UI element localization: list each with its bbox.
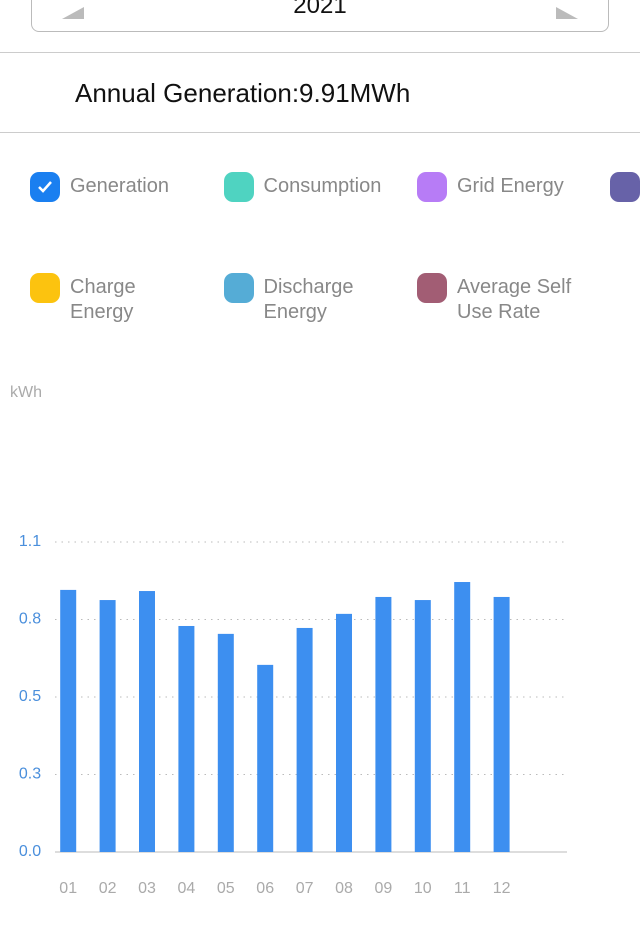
legend-label: Charge Energy xyxy=(70,276,136,323)
legend-icon[interactable] xyxy=(610,172,640,202)
legend-item[interactable]: Grid Energy xyxy=(417,172,587,202)
check xyxy=(38,181,52,193)
y-tick-label: 0.5 xyxy=(19,688,41,705)
legend-icon xyxy=(30,172,60,202)
divider xyxy=(0,52,640,53)
legend-label: Consumption xyxy=(263,175,382,197)
bar xyxy=(60,589,77,852)
bar xyxy=(493,596,510,852)
legend-icon xyxy=(223,273,254,303)
legend-item[interactable]: Charge Energy xyxy=(30,273,200,325)
y-tick-label: 0.3 xyxy=(19,766,41,783)
year: 2021 xyxy=(293,0,347,19)
bar xyxy=(139,591,155,852)
bar xyxy=(257,664,274,852)
x-tick-label: 09 xyxy=(375,880,393,897)
bar xyxy=(178,625,195,852)
arrows xyxy=(62,7,578,19)
x-tick-label: 11 xyxy=(454,880,471,897)
annual-generation: Annual Generation:9.91MWh xyxy=(75,78,411,108)
legend-label: Grid Energy xyxy=(457,175,564,197)
y-tick-label: 0.8 xyxy=(19,611,41,628)
legend-icon xyxy=(417,273,447,303)
legend-item[interactable]: Consumption xyxy=(223,172,394,202)
x-tick-label: 04 xyxy=(178,880,196,897)
x-tick-label: 01 xyxy=(59,880,77,897)
x-tick-label: 06 xyxy=(256,880,274,897)
x-tick-label: 08 xyxy=(335,880,353,897)
bar xyxy=(99,600,116,852)
y-tick-label: 1.1 xyxy=(19,533,41,550)
bar xyxy=(375,596,392,852)
legend-label: Discharge Energy xyxy=(263,276,354,323)
bar xyxy=(217,633,234,852)
x-tick-label: 03 xyxy=(138,880,156,897)
bar xyxy=(336,613,352,852)
legend-label: Average Self Use Rate xyxy=(457,276,572,323)
bar xyxy=(296,627,313,852)
x-tick-label: 12 xyxy=(493,880,511,897)
legend-icon xyxy=(417,172,447,202)
year-selector[interactable] xyxy=(31,0,609,32)
legend-label: Generation xyxy=(70,175,169,197)
legend-item[interactable]: Discharge Energy xyxy=(223,273,394,325)
x-tick-label: 10 xyxy=(414,880,432,897)
divider xyxy=(0,132,640,133)
x-tick-label: 05 xyxy=(217,880,235,897)
y-tick-label: 0.0 xyxy=(19,843,41,860)
legend-item[interactable]: Generation xyxy=(30,172,200,202)
x-tick-label: 02 xyxy=(99,880,117,897)
y-axis-label: kWh xyxy=(10,384,42,401)
x-tick-label: 07 xyxy=(296,880,314,897)
legend-icon xyxy=(30,273,60,303)
bar xyxy=(414,600,431,852)
legend-icon xyxy=(223,172,254,202)
legend-item[interactable]: Average Self Use Rate xyxy=(417,273,587,325)
bar xyxy=(454,582,471,852)
